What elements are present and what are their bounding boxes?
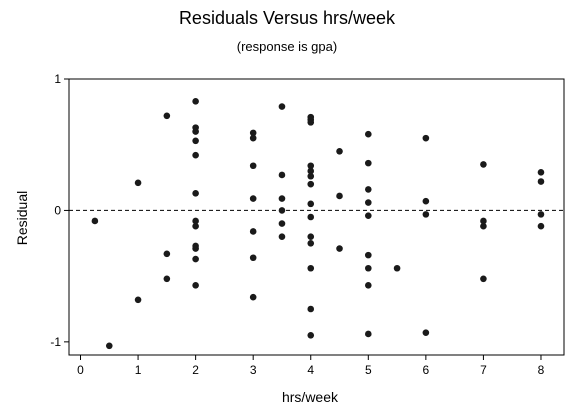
data-point bbox=[192, 282, 199, 289]
x-tick-label: 0 bbox=[77, 363, 84, 377]
x-tick-label: 3 bbox=[250, 363, 257, 377]
data-point bbox=[249, 162, 257, 170]
data-point bbox=[393, 264, 401, 272]
data-point bbox=[192, 255, 199, 263]
data-point bbox=[537, 222, 545, 230]
y-axis-ticks: 1 0 -1 bbox=[50, 72, 69, 349]
data-point bbox=[537, 178, 545, 185]
data-point bbox=[307, 180, 315, 188]
data-point bbox=[307, 331, 315, 339]
data-point bbox=[480, 161, 487, 168]
chart-subtitle: (response is gpa) bbox=[236, 39, 338, 54]
data-point bbox=[278, 207, 286, 214]
data-point bbox=[192, 217, 199, 225]
data-point bbox=[365, 212, 372, 219]
x-tick-label: 1 bbox=[135, 363, 142, 377]
data-point bbox=[480, 222, 487, 230]
data-point bbox=[480, 217, 487, 225]
x-tick-label: 6 bbox=[423, 363, 430, 377]
data-point bbox=[163, 112, 171, 120]
x-tick-label: 5 bbox=[365, 363, 372, 377]
data-point bbox=[278, 103, 286, 110]
data-point bbox=[249, 195, 257, 202]
data-point bbox=[307, 213, 315, 221]
data-point bbox=[163, 275, 171, 283]
data-point bbox=[278, 220, 286, 227]
x-tick-label: 8 bbox=[538, 363, 545, 377]
data-point bbox=[278, 233, 286, 241]
data-point bbox=[365, 264, 372, 272]
y-tick-label: -1 bbox=[50, 335, 61, 349]
y-tick-label: 1 bbox=[54, 72, 61, 86]
y-axis-label: Residual bbox=[14, 190, 30, 246]
data-point bbox=[307, 239, 315, 247]
data-point bbox=[278, 171, 286, 179]
chart-title: Residuals Versus hrs/week bbox=[178, 8, 396, 28]
data-point bbox=[422, 329, 430, 336]
data-point bbox=[134, 179, 142, 187]
data-point bbox=[249, 254, 257, 262]
data-point bbox=[192, 98, 199, 105]
data-point bbox=[249, 228, 257, 235]
data-point bbox=[480, 275, 487, 283]
data-point bbox=[163, 250, 171, 258]
data-point bbox=[307, 233, 315, 241]
data-point bbox=[249, 293, 257, 301]
data-point bbox=[192, 190, 199, 197]
data-point bbox=[537, 169, 545, 176]
plot-frame bbox=[68, 78, 565, 356]
data-point bbox=[307, 200, 315, 208]
data-point bbox=[105, 342, 113, 350]
data-point bbox=[365, 159, 372, 167]
x-tick-label: 7 bbox=[480, 363, 487, 377]
data-point bbox=[192, 245, 199, 252]
data-point bbox=[307, 119, 315, 126]
data-point bbox=[249, 129, 257, 137]
data-point bbox=[307, 167, 315, 175]
data-point bbox=[365, 251, 372, 259]
data-point bbox=[307, 264, 315, 272]
data-point bbox=[91, 217, 99, 225]
data-point bbox=[422, 134, 430, 142]
data-point bbox=[365, 199, 372, 206]
data-point bbox=[422, 211, 430, 218]
data-point bbox=[192, 151, 199, 159]
data-point bbox=[422, 197, 430, 205]
data-point bbox=[336, 192, 343, 200]
data-point bbox=[365, 330, 372, 338]
x-axis-ticks: 0 1 2 3 4 5 6 7 8 bbox=[77, 355, 545, 377]
data-point bbox=[365, 282, 372, 289]
data-point bbox=[134, 296, 142, 304]
data-point bbox=[307, 162, 315, 170]
data-points bbox=[91, 98, 545, 350]
x-axis-label: hrs/week bbox=[281, 389, 339, 405]
x-tick-label: 2 bbox=[192, 363, 199, 377]
data-point bbox=[336, 147, 343, 155]
data-point bbox=[249, 134, 257, 142]
data-point bbox=[192, 137, 199, 145]
data-point bbox=[192, 222, 199, 230]
data-point bbox=[307, 172, 315, 180]
data-point bbox=[537, 211, 545, 218]
data-point bbox=[336, 245, 343, 252]
data-point bbox=[192, 128, 199, 135]
data-point bbox=[365, 130, 372, 138]
data-point bbox=[307, 305, 315, 313]
data-point bbox=[365, 186, 372, 193]
x-tick-label: 4 bbox=[307, 363, 314, 377]
y-tick-label: 0 bbox=[54, 203, 61, 217]
data-point bbox=[278, 195, 286, 202]
